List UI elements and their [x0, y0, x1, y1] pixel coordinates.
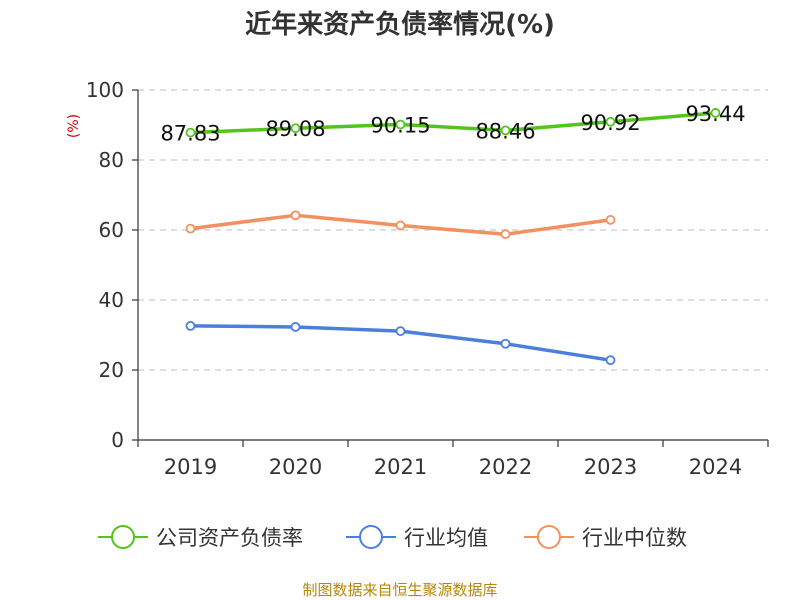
x-tick-label: 2021 [374, 455, 427, 479]
legend-label: 公司资产负债率 [156, 526, 303, 550]
data-point [500, 338, 511, 349]
data-label: 93.44 [685, 102, 745, 126]
y-axis-unit-label: (%) [66, 114, 82, 138]
legend-item-3: 行业中位数 [524, 525, 687, 550]
legend-item-2: 行业均值 [346, 525, 488, 550]
y-tick-label: 0 [111, 428, 124, 452]
x-tick-label: 2019 [164, 455, 217, 479]
legend-label: 行业中位数 [582, 526, 687, 550]
y-tick-label: 40 [99, 288, 124, 312]
y-tick-label: 60 [99, 218, 124, 242]
x-tick-label: 2024 [689, 455, 742, 479]
x-tick-label: 2023 [584, 455, 637, 479]
data-label: 88.46 [475, 119, 535, 143]
data-label: 90.15 [370, 113, 430, 137]
data-point [185, 223, 196, 234]
legend: 公司资产负债率 行业均值 行业中位数 [98, 525, 687, 550]
x-tick-label: 2022 [479, 455, 532, 479]
grid-lines [138, 89, 768, 371]
x-tick-label: 2020 [269, 455, 322, 479]
data-label: 87.83 [160, 122, 220, 146]
series-1 [185, 108, 721, 138]
data-point [290, 322, 301, 332]
data-labels: 87.83 89.08 90.15 88.46 90.92 93.44 [160, 102, 745, 146]
y-tick-label: 80 [99, 148, 124, 172]
data-point [185, 127, 196, 138]
data-label: 90.92 [580, 111, 640, 135]
axes: 0 20 40 60 80 100 2019 2020 2021 2022 2023 2024 [86, 78, 769, 479]
data-point [500, 229, 511, 240]
legend-label: 行业均值 [404, 526, 488, 550]
data-point [395, 220, 406, 231]
y-tick-label: 20 [99, 358, 124, 382]
chart-title: 近年来资产负债率情况(%) [245, 9, 555, 40]
series-line [190, 111, 716, 135]
source-note: 制图数据来自恒生聚源数据库 [302, 581, 497, 599]
legend-item-1: 公司资产负债率 [98, 525, 303, 550]
y-tick-label: 100 [86, 78, 124, 102]
data-point [500, 125, 511, 136]
data-label: 89.08 [265, 117, 325, 141]
series-2 [185, 320, 616, 366]
data-point [710, 108, 721, 118]
data-point [395, 119, 406, 130]
data-point [395, 326, 406, 337]
data-point [605, 214, 616, 225]
data-point [185, 320, 196, 331]
series-3 [185, 210, 616, 240]
data-point [605, 355, 616, 366]
data-point [290, 123, 301, 134]
legend-marker [359, 525, 383, 549]
series-lines [185, 108, 721, 366]
legend-marker [111, 525, 135, 549]
legend-marker [537, 525, 561, 549]
data-point [290, 210, 301, 221]
data-point [605, 116, 616, 127]
